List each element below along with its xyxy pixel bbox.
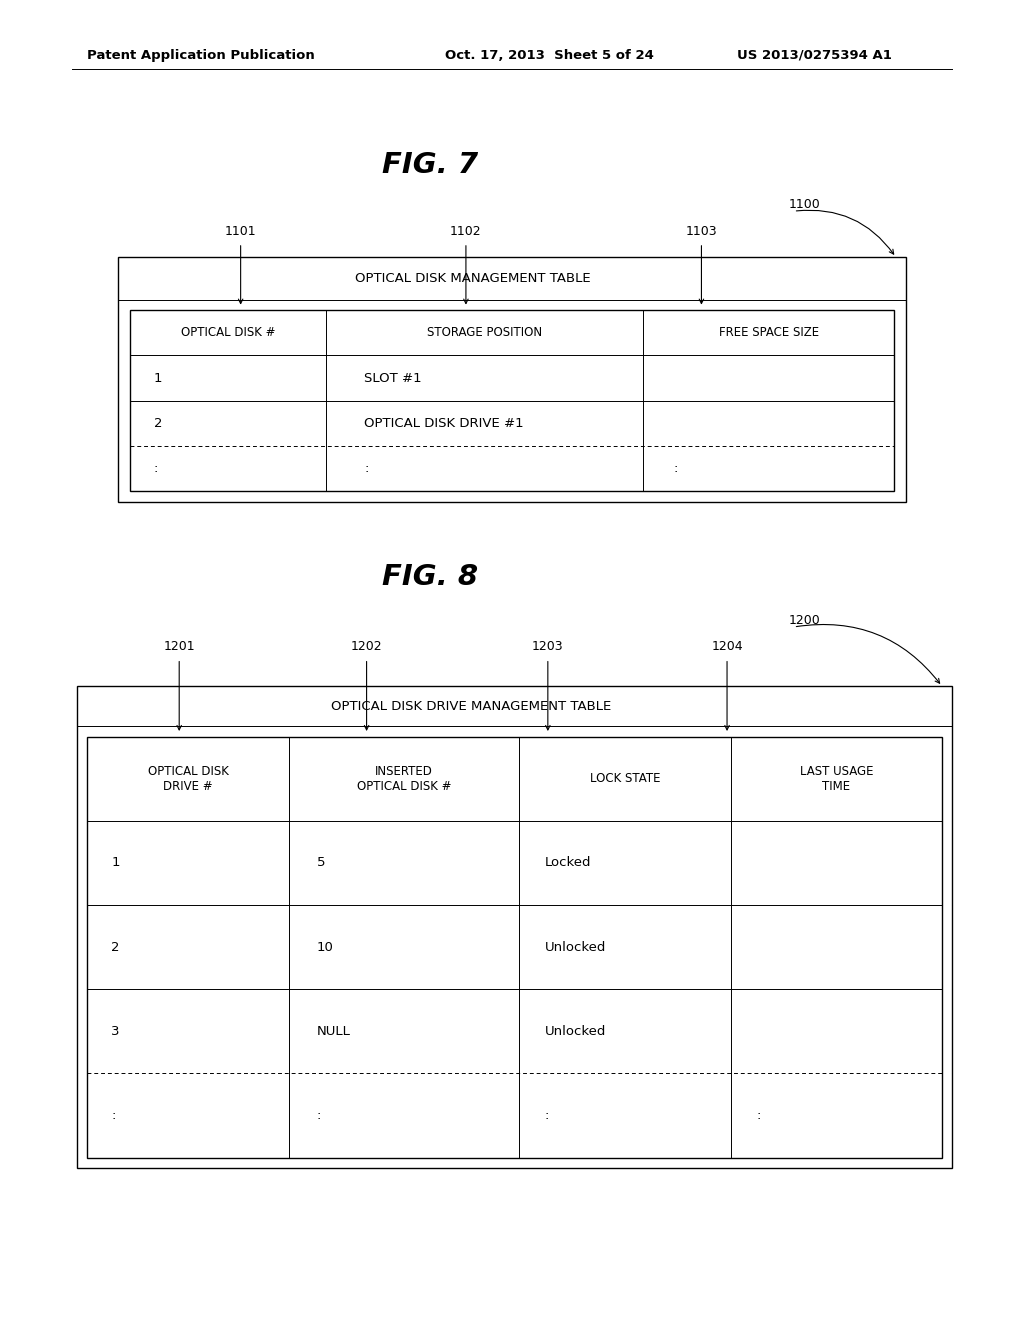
Text: OPTICAL DISK DRIVE MANAGEMENT TABLE: OPTICAL DISK DRIVE MANAGEMENT TABLE	[331, 700, 611, 713]
Text: 1203: 1203	[532, 640, 563, 653]
Text: Unlocked: Unlocked	[545, 941, 606, 953]
Text: 1200: 1200	[788, 614, 820, 627]
Text: 1103: 1103	[686, 224, 717, 238]
Text: FIG. 7: FIG. 7	[382, 150, 478, 180]
Text: INSERTED
OPTICAL DISK #: INSERTED OPTICAL DISK #	[357, 764, 452, 793]
Text: 5: 5	[316, 857, 326, 870]
Bar	[130, 310, 894, 491]
Text: :: :	[674, 462, 678, 475]
Text: OPTICAL DISK #: OPTICAL DISK #	[181, 326, 275, 339]
Text: 1: 1	[112, 857, 120, 870]
Text: :: :	[154, 462, 158, 475]
Text: 2: 2	[154, 417, 162, 430]
Text: 1202: 1202	[351, 640, 382, 653]
Text: NULL: NULL	[316, 1024, 350, 1038]
Text: 1: 1	[154, 371, 162, 384]
Text: Oct. 17, 2013  Sheet 5 of 24: Oct. 17, 2013 Sheet 5 of 24	[445, 49, 654, 62]
Bar	[77, 686, 952, 1168]
Bar	[87, 737, 942, 1158]
Text: 3: 3	[112, 1024, 120, 1038]
Text: OPTICAL DISK
DRIVE #: OPTICAL DISK DRIVE #	[147, 764, 228, 793]
Text: Patent Application Publication: Patent Application Publication	[87, 49, 314, 62]
Text: OPTICAL DISK MANAGEMENT TABLE: OPTICAL DISK MANAGEMENT TABLE	[354, 272, 591, 285]
Text: Locked: Locked	[545, 857, 591, 870]
Bar	[118, 257, 906, 502]
Text: :: :	[316, 1109, 322, 1122]
Text: LOCK STATE: LOCK STATE	[590, 772, 660, 785]
Text: FREE SPACE SIZE: FREE SPACE SIZE	[719, 326, 819, 339]
Text: 1201: 1201	[164, 640, 195, 653]
Text: :: :	[545, 1109, 549, 1122]
Text: :: :	[365, 462, 369, 475]
Text: :: :	[756, 1109, 761, 1122]
Text: 1102: 1102	[451, 224, 481, 238]
Text: 10: 10	[316, 941, 334, 953]
Text: OPTICAL DISK DRIVE #1: OPTICAL DISK DRIVE #1	[365, 417, 524, 430]
Text: 1101: 1101	[225, 224, 256, 238]
Text: Unlocked: Unlocked	[545, 1024, 606, 1038]
Text: 2: 2	[112, 941, 120, 953]
Text: US 2013/0275394 A1: US 2013/0275394 A1	[737, 49, 892, 62]
Text: FIG. 8: FIG. 8	[382, 562, 478, 591]
Text: :: :	[112, 1109, 116, 1122]
Text: 1100: 1100	[788, 198, 820, 211]
Text: 1204: 1204	[712, 640, 742, 653]
Text: SLOT #1: SLOT #1	[365, 371, 422, 384]
Text: STORAGE POSITION: STORAGE POSITION	[427, 326, 543, 339]
Text: LAST USAGE
TIME: LAST USAGE TIME	[800, 764, 873, 793]
